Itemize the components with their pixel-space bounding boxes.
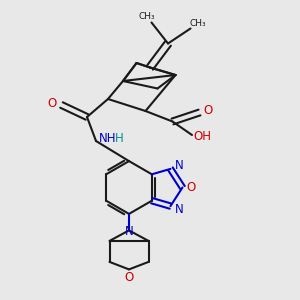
Text: O: O (47, 97, 56, 110)
Text: N: N (124, 225, 134, 239)
Text: CH₃: CH₃ (190, 20, 206, 28)
Text: H: H (115, 131, 124, 145)
Text: N: N (175, 203, 183, 216)
Text: OH: OH (194, 130, 211, 143)
Text: O: O (186, 181, 196, 194)
Text: O: O (204, 104, 213, 118)
Text: O: O (124, 271, 134, 284)
Text: N: N (175, 159, 183, 172)
Text: CH₃: CH₃ (139, 12, 155, 21)
Text: NH: NH (99, 131, 116, 145)
